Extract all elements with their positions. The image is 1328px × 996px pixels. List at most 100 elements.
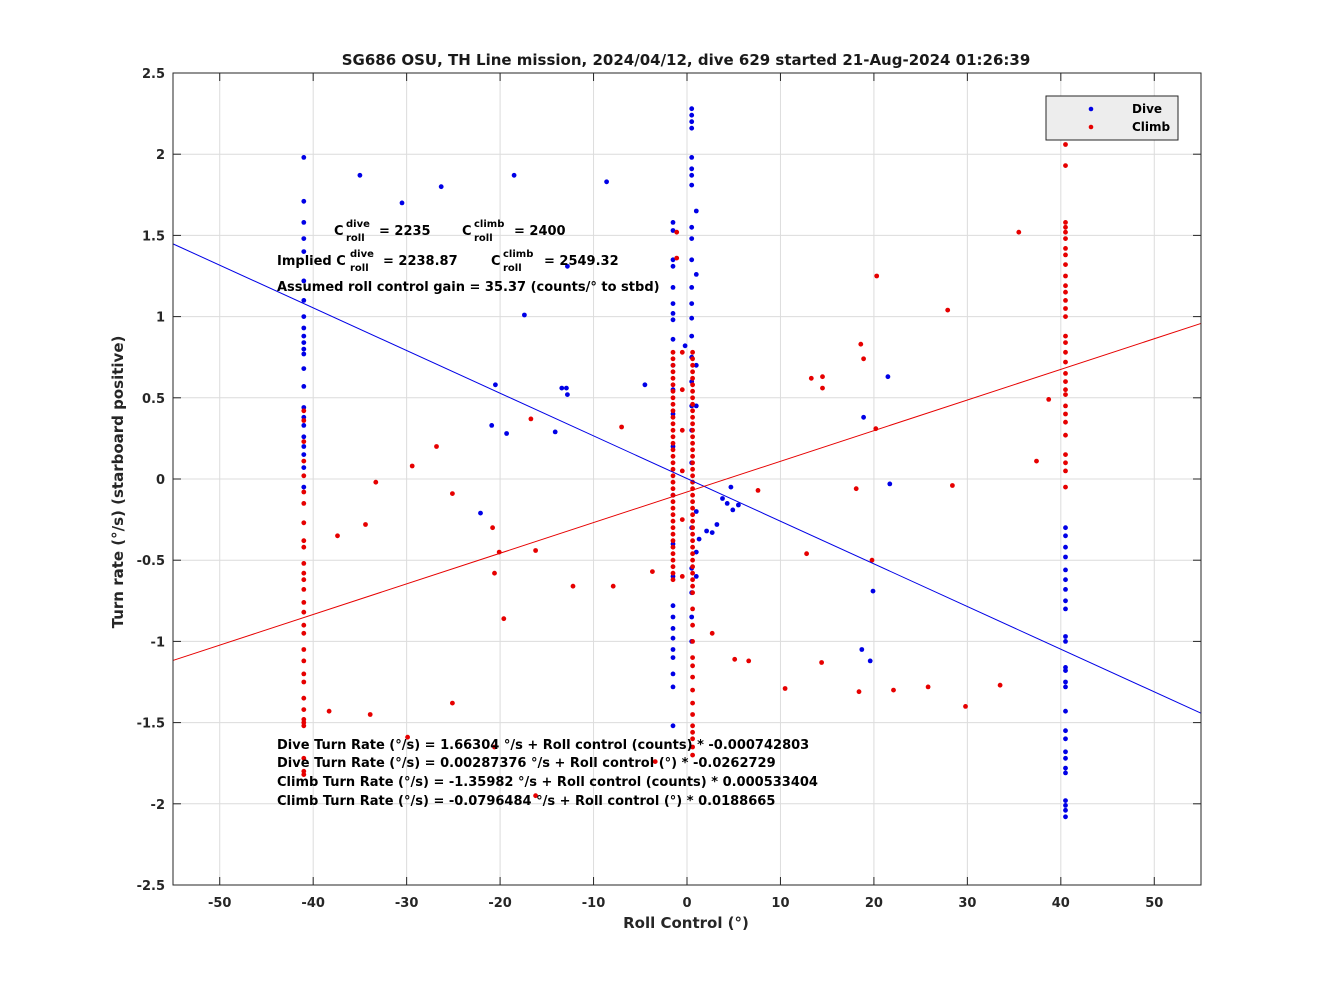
climb-point	[363, 522, 368, 527]
climb-degrees-equation: Climb Turn Rate (°/s) = -0.0796484 °/s +…	[277, 794, 775, 809]
dive-point	[670, 655, 676, 660]
climb-point	[301, 520, 307, 526]
climb-point	[670, 557, 676, 563]
dive-point	[867, 658, 873, 664]
implied-dive-prefix: Implied C	[277, 254, 346, 269]
legend-box	[1045, 95, 1179, 141]
fit-lines	[172, 243, 1202, 714]
x-tick-label: -50	[208, 896, 232, 911]
climb-point	[782, 686, 788, 691]
dive-point	[689, 125, 695, 131]
climb-point	[1063, 432, 1068, 438]
climb-point	[874, 273, 880, 279]
climb-point	[1063, 283, 1068, 289]
y-tick-label: 0.5	[142, 392, 165, 407]
climb-point	[858, 341, 864, 347]
dive-point	[670, 285, 676, 290]
climb-point	[670, 356, 676, 362]
dive-point	[1063, 684, 1068, 690]
dive-point	[670, 317, 676, 323]
climb-point	[301, 458, 307, 464]
dive-point	[564, 385, 569, 391]
climb-point	[1063, 419, 1068, 425]
climb-point	[670, 388, 676, 394]
climb-point	[373, 479, 379, 485]
climb-point	[690, 414, 695, 420]
climb-point	[1016, 229, 1022, 235]
climb-point	[690, 687, 695, 693]
climb-point	[1063, 306, 1068, 311]
climb-point	[690, 447, 695, 453]
climb-point	[997, 682, 1003, 688]
climb-point	[301, 772, 307, 777]
c-roll-dive-sub: roll	[346, 233, 365, 244]
climb-point	[670, 401, 676, 407]
climb-point	[670, 466, 676, 472]
climb-point	[533, 793, 538, 799]
climb-point	[690, 712, 695, 717]
c-roll-climb-symbol: C	[462, 224, 472, 239]
dive-point	[1063, 544, 1068, 550]
climb-point	[690, 395, 695, 401]
dive-point	[504, 431, 509, 436]
climb-point	[670, 564, 676, 570]
x-axis-label: Roll Control (°)	[623, 914, 749, 932]
dive-point	[670, 603, 676, 609]
dive-point	[670, 684, 676, 690]
dive-point	[670, 336, 676, 342]
dive-point	[730, 507, 736, 513]
climb-point	[301, 755, 307, 761]
dive-point	[689, 315, 695, 321]
dive-point	[696, 536, 702, 542]
climb-point	[301, 489, 307, 495]
dive-point	[693, 403, 699, 409]
climb-point	[450, 491, 455, 496]
fit-equations: Dive Turn Rate (°/s) = 1.66304 °/s + Rol…	[277, 738, 818, 809]
c-roll-annotation: C dive roll = 2235 C climb roll = 2400	[334, 219, 566, 244]
climb-point	[690, 570, 695, 576]
legend[interactable]: Dive Climb	[1045, 95, 1179, 141]
dive-point	[887, 481, 893, 487]
climb-point	[690, 723, 695, 729]
x-tick-label: 40	[1052, 896, 1070, 911]
climb-point	[861, 356, 866, 362]
climb-point	[690, 460, 695, 466]
climb-point	[690, 639, 695, 644]
dive-point	[301, 325, 307, 331]
climb-point	[856, 689, 862, 695]
climb-point	[963, 704, 968, 709]
y-tick-label: -2	[151, 798, 165, 813]
dive-point	[301, 198, 307, 204]
dive-point	[301, 278, 307, 284]
climb-point	[819, 660, 824, 665]
dive-point	[301, 484, 307, 490]
dive-point	[693, 574, 699, 579]
data-marks	[301, 106, 1068, 820]
climb-point	[670, 440, 676, 446]
climb-point	[674, 229, 680, 235]
dive-point	[301, 434, 307, 440]
climb-point	[709, 630, 715, 636]
climb-point	[670, 577, 676, 583]
climb-point	[679, 517, 685, 522]
axis-ticks: -50 -40 -30 -20 -10 0 10 20 30 40 50-2.5-2-1.5-1-0…	[137, 67, 1201, 911]
y-tick-label: 2	[156, 148, 165, 163]
dive-point	[565, 392, 570, 397]
dive-point	[489, 423, 495, 428]
climb-point	[1063, 333, 1068, 339]
climb-point	[1063, 403, 1068, 409]
climb-point	[690, 622, 695, 628]
climb-point	[492, 570, 497, 576]
climb-point	[301, 671, 307, 677]
dive-point	[689, 236, 695, 242]
climb-point	[679, 468, 685, 474]
climb-point	[690, 499, 695, 505]
climb-point	[335, 533, 340, 539]
climb-point	[301, 630, 307, 636]
climb-point	[301, 408, 307, 414]
dive-point	[1063, 587, 1068, 592]
climb-point	[690, 583, 695, 589]
climb-point	[1063, 224, 1068, 230]
dive-point	[670, 635, 676, 641]
series-dive	[301, 106, 1068, 820]
